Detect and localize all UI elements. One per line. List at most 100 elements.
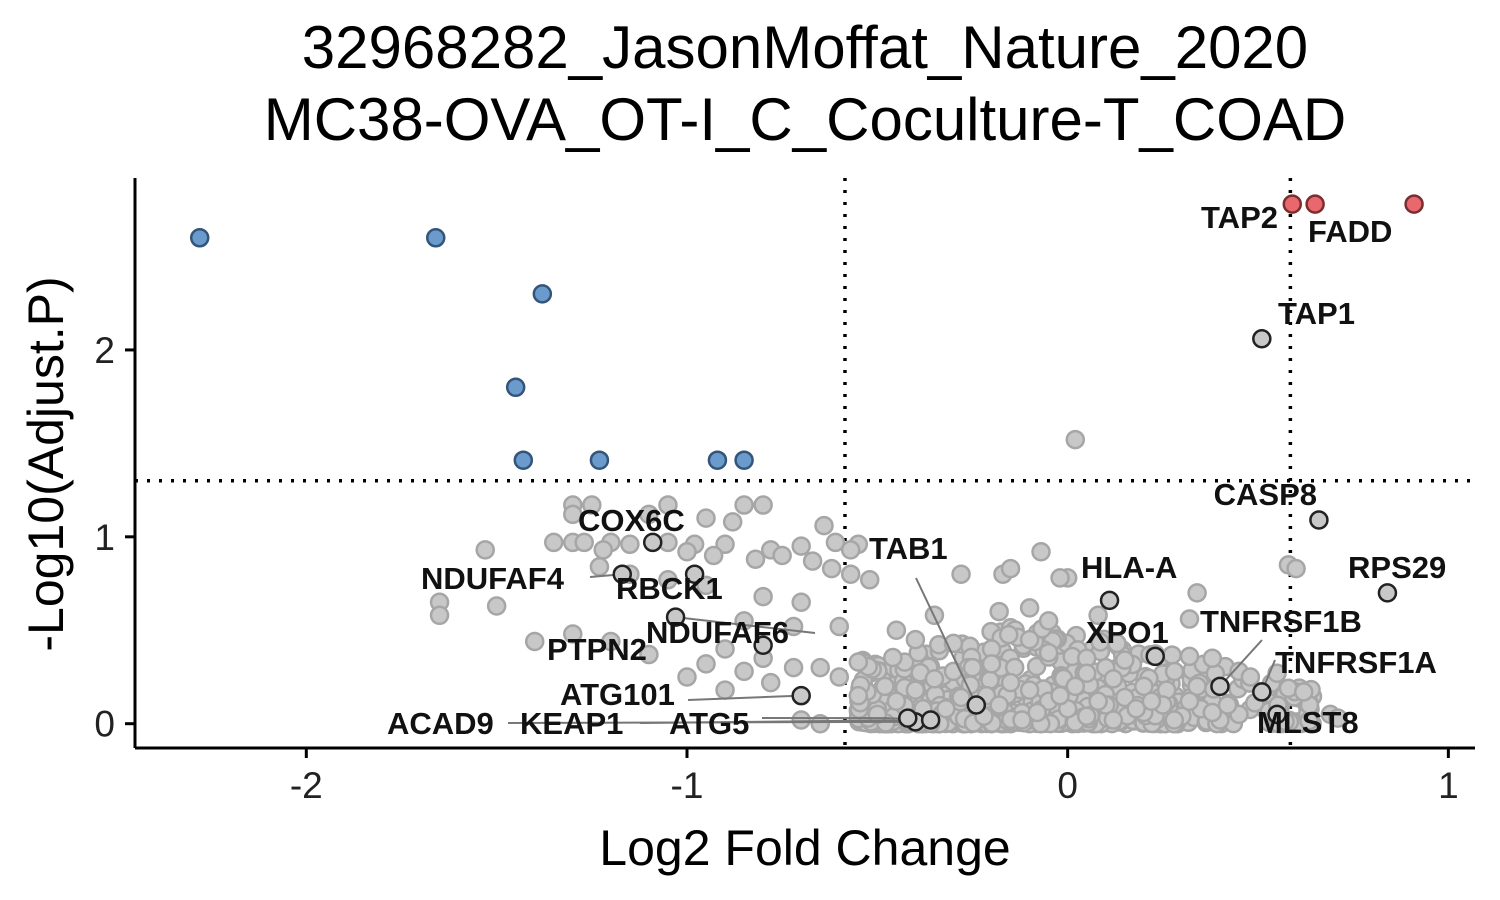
ns-point [1328,708,1348,728]
gene-label: ACAD9 [387,706,494,741]
up-point [1404,194,1424,214]
ns-point [620,534,640,555]
up-point [1305,194,1325,214]
ns-point [1115,650,1135,670]
gene-label: RBCK1 [616,571,723,606]
labeled-gene-point [612,564,633,584]
ns-point [962,657,983,678]
labeled-gene-point [966,695,987,715]
threshold-lines [135,178,1475,748]
ns-point [810,713,830,734]
ns-point [1202,702,1223,723]
ns-point [1103,669,1124,689]
ns-point [848,685,869,706]
chart-title-line-1: 32968282_JasonMoffat_Nature_2020 [302,14,1308,81]
ns-point [829,667,850,687]
y-tick-label: 1 [94,517,115,558]
down-point [513,450,534,470]
x-tick-label: 0 [1057,765,1078,806]
down-point [589,450,610,470]
labeled-gene-point [1252,682,1272,702]
down-point [532,284,553,304]
ns-point [429,605,450,626]
ns-point [821,558,842,579]
ns-point [753,495,773,515]
ns-point [989,695,1009,715]
ns-point [1179,646,1200,667]
gene-label: TAP2 [1201,200,1278,235]
ns-point [1107,633,1127,654]
ns-point [760,672,781,693]
ns-point [563,624,583,644]
ns-point [1065,676,1086,697]
label-connector-line [639,718,931,724]
gene-label: RPS29 [1348,550,1446,585]
labeled-gene-point [684,564,705,584]
up-point [1282,194,1303,214]
ns-point [1050,685,1070,706]
y-tick-label: 0 [94,704,115,745]
ns-point [1240,667,1261,687]
ns-point [1000,672,1021,693]
gene-label: ATG101 [560,677,675,712]
ns-point [745,549,766,569]
down-point [707,450,728,470]
ns-point [783,657,804,678]
gene-labels: TAP2 FADD TAP1 CASP8 RPS29 HLA-A XPO1 TNFRSF1B T… [387,200,1446,741]
ns-point [1179,609,1200,629]
gene-label: COX6C [578,503,685,538]
label-connector-line [915,577,978,706]
ns-point [791,536,811,556]
y-axis-ticks: 0 1 2 [94,330,135,745]
ns-point [582,495,602,515]
ns-point [840,564,861,584]
ns-point [1141,691,1162,712]
ns-point [486,596,507,616]
ns-point [1050,568,1070,588]
gene-label: NDUFAF4 [421,561,565,596]
gene-label: ATG5 [669,706,749,741]
ns-point [886,620,907,641]
ns-point [1088,691,1108,712]
ns-point [639,644,659,665]
ns-point [829,616,850,637]
gene-label: FADD [1308,214,1392,249]
y-axis-title: -Log10(Adjust.P) [18,276,74,651]
ns-point [840,540,861,560]
down-point [734,450,754,470]
ns-point [980,670,1000,690]
ns-point [791,710,811,730]
ns-point [1088,605,1108,626]
ns-point [905,629,926,650]
labeled-gene-point [1099,590,1120,611]
ns-point [924,669,945,689]
ns-point [810,657,830,678]
ns-point [1293,682,1314,702]
ns-point [772,545,792,566]
ns-point [1164,710,1185,730]
ns-point [658,570,678,590]
gene-label: TNFRSF1B [1200,604,1362,639]
gene-label: HLA-A [1081,550,1177,585]
ns-point [696,575,716,596]
ns-point [1076,706,1097,726]
labeled-points [612,328,1398,732]
ns-point [544,532,564,553]
ns-point [791,592,811,612]
ns-point [981,654,1002,674]
ns-point [589,556,610,577]
ns-point [814,515,834,536]
ns-point [989,601,1009,622]
down-point [425,228,446,248]
labeled-gene-point [753,635,773,655]
ns-point [1202,648,1223,669]
ns-point [998,624,1019,645]
ns-point [703,545,724,566]
axes: -2 -1 0 1 0 1 2 [94,178,1475,806]
ns-point [1286,558,1306,579]
ns-point [563,504,583,525]
gene-label: TAP1 [1278,296,1355,331]
ns-point [574,532,594,553]
labeled-gene-point [1267,704,1287,725]
